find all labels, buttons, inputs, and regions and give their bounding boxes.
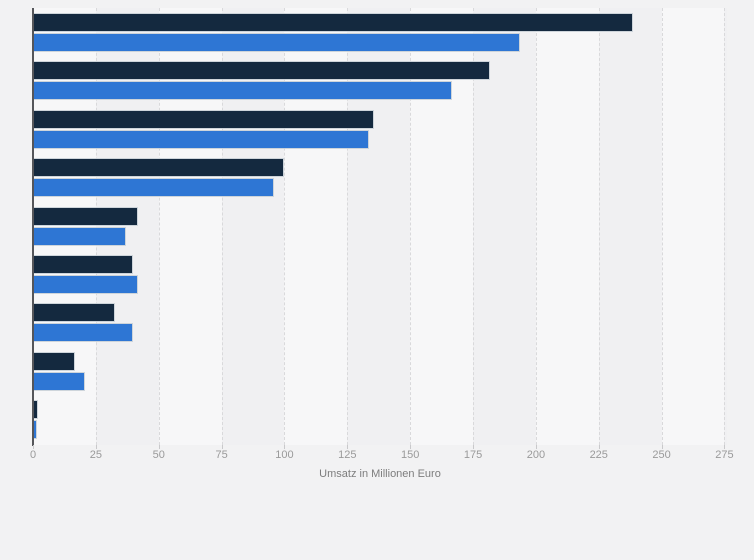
x-tick-mark bbox=[535, 445, 537, 449]
gridline bbox=[661, 8, 663, 445]
x-tick-label: 200 bbox=[526, 449, 546, 461]
bar-dark-navy bbox=[34, 352, 75, 370]
bar-blue bbox=[34, 82, 452, 100]
bar-blue bbox=[34, 421, 36, 439]
plot-band bbox=[410, 8, 474, 445]
bar-blue bbox=[34, 130, 369, 148]
plot-band bbox=[158, 8, 222, 445]
plot-band bbox=[724, 8, 727, 445]
x-tick-label: 50 bbox=[152, 449, 165, 461]
bar-dark-navy bbox=[34, 62, 490, 80]
x-tick-label: 100 bbox=[275, 449, 294, 461]
plot-area bbox=[33, 8, 727, 445]
x-tick-label: 150 bbox=[400, 449, 420, 461]
x-tick-label: 75 bbox=[215, 449, 228, 461]
bar-blue bbox=[34, 34, 520, 51]
x-tick-mark bbox=[95, 445, 97, 449]
bar-blue bbox=[34, 227, 125, 245]
gridline bbox=[598, 8, 600, 445]
y-axis-line bbox=[32, 8, 34, 446]
x-tick-mark bbox=[221, 445, 223, 449]
x-tick-mark bbox=[284, 445, 286, 449]
bar-dark-navy bbox=[34, 304, 115, 322]
gridline bbox=[284, 8, 286, 445]
gridline bbox=[221, 8, 223, 445]
gridline bbox=[95, 8, 97, 445]
plot-band bbox=[535, 8, 599, 445]
x-tick-mark bbox=[473, 445, 475, 449]
gridline bbox=[473, 8, 475, 445]
bar-dark-navy bbox=[34, 110, 374, 128]
x-tick-mark bbox=[158, 445, 160, 449]
bar-blue bbox=[34, 372, 85, 390]
x-tick-label: 250 bbox=[652, 449, 671, 461]
gridline bbox=[158, 8, 160, 445]
x-tick-label: 275 bbox=[715, 449, 734, 461]
bar-blue bbox=[34, 324, 133, 342]
plot-band bbox=[661, 8, 725, 445]
x-tick-label: 225 bbox=[589, 449, 608, 461]
x-tick-mark bbox=[410, 445, 412, 449]
x-tick-mark bbox=[724, 445, 726, 449]
bar-dark-navy bbox=[34, 207, 138, 225]
x-tick-mark bbox=[347, 445, 349, 449]
x-tick-label: 125 bbox=[338, 449, 357, 461]
bar-blue bbox=[34, 276, 138, 293]
bar-dark-navy bbox=[34, 256, 133, 273]
gridline bbox=[347, 8, 349, 445]
bar-dark-navy bbox=[34, 159, 283, 177]
x-tick-label: 25 bbox=[89, 449, 102, 461]
x-tick-label: 0 bbox=[29, 449, 37, 461]
x-axis-title: Umsatz in Millionen Euro bbox=[319, 468, 441, 480]
plot-band bbox=[473, 8, 536, 445]
bar-blue bbox=[34, 179, 273, 197]
x-tick-label: 175 bbox=[463, 449, 483, 461]
gridline bbox=[724, 8, 726, 445]
x-tick-mark bbox=[661, 445, 663, 449]
plot-band bbox=[284, 8, 348, 445]
plot-band bbox=[598, 8, 662, 445]
bar-dark-navy bbox=[34, 14, 633, 31]
x-tick-mark bbox=[598, 445, 600, 449]
bar-dark-navy bbox=[34, 401, 38, 419]
gridline bbox=[410, 8, 412, 445]
plot-band bbox=[95, 8, 159, 445]
gridline bbox=[535, 8, 537, 445]
plot-band bbox=[221, 8, 285, 445]
plot-band bbox=[347, 8, 411, 445]
x-tick-mark bbox=[33, 445, 34, 449]
plot-band bbox=[33, 8, 96, 445]
